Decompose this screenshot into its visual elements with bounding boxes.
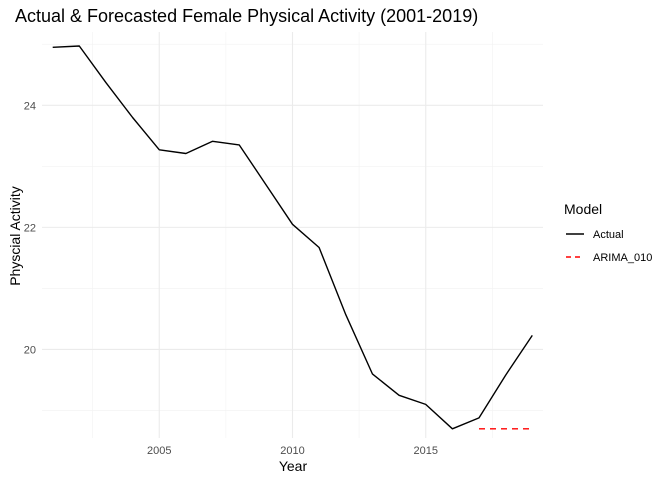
y-axis-ticks: 20 22 24 [24,100,36,356]
x-axis-ticks: 2005 2010 2015 [147,445,438,457]
legend-title: Model [564,201,602,217]
y-tick-label: 24 [24,100,36,112]
y-tick-label: 22 [24,222,36,234]
x-tick-label: 2015 [414,445,438,457]
legend-label: ARIMA_010 [593,252,652,264]
y-tick-label: 20 [24,344,36,356]
x-tick-label: 2010 [280,445,304,457]
legend: Model Actual ARIMA_010 [564,201,652,264]
legend-label: Actual [593,229,624,241]
x-tick-label: 2005 [147,445,171,457]
chart-title: Actual & Forecasted Female Physical Acti… [15,6,478,26]
major-gridlines [42,32,543,438]
series-lines [52,45,533,430]
x-axis-title: Year [279,458,308,474]
y-axis-title: Physcial Activity [7,186,23,286]
legend-items: Actual ARIMA_010 [566,229,652,264]
series-line-actual [52,45,533,430]
